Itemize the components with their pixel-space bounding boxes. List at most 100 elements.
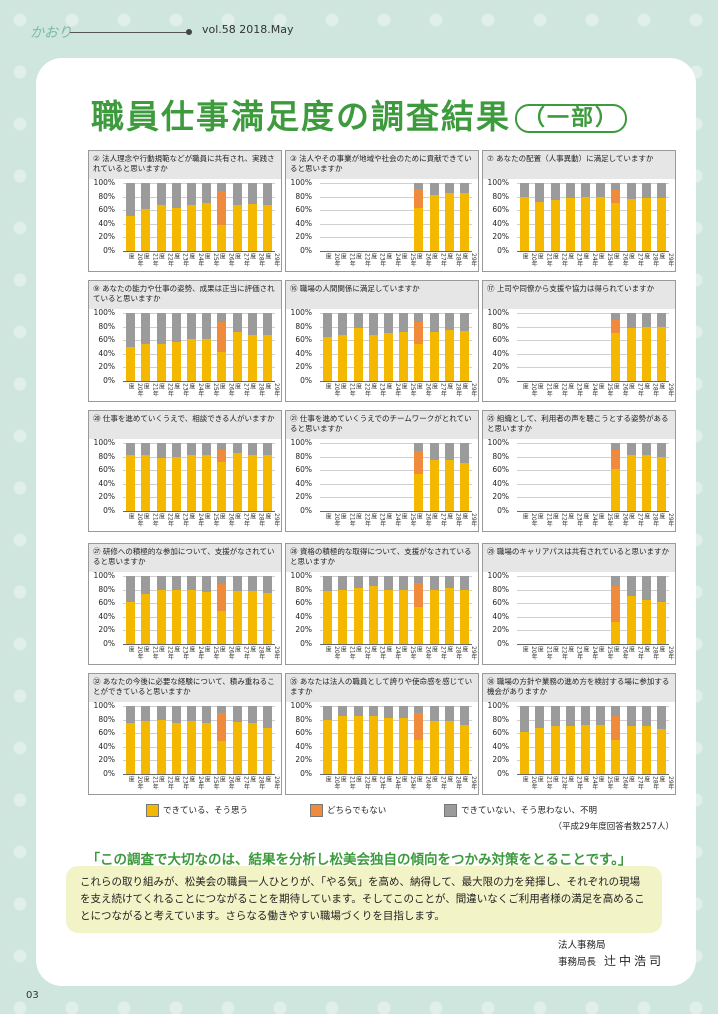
bar-segment-no [656,576,666,602]
bar-segment-no [262,576,272,593]
bar-segment-no [383,706,393,719]
gridline [123,313,275,314]
chart-title: ㉘ 資格の積極的な取得について、支援がなされていると思いますか [286,544,478,572]
bar-segment-yes [202,592,212,644]
y-tick-label: 20% [98,492,115,502]
bar-segment-yes [232,590,242,644]
bar-segment-yes [399,332,409,381]
x-tick-label: 28年度 [642,253,659,267]
gridline [123,196,275,198]
bar-segment-yes [383,589,393,644]
chart-8: ㉑ 仕事を進めていくうえでのチームワークがとれていると思いますか 100% 80% 6… [285,410,479,532]
y-tick-label: 80% [492,191,509,201]
x-tick-label: 29年度 [657,776,674,790]
y-tick-label: 20% [492,232,509,242]
bar-segment-yes [353,716,363,774]
x-tick-label: 21年度 [339,383,356,397]
x-tick-label: 27年度 [430,776,447,790]
bar-segment-no [126,576,136,602]
bar-segment-no [247,706,257,723]
x-tick-label: 23年度 [566,253,583,267]
x-tick-label: 23年度 [369,253,386,267]
x-tick-label: 23年度 [369,646,386,660]
x-tick-label: 20年度 [521,513,538,527]
bar-segment-no [429,443,439,460]
bar-segment-no [429,183,439,195]
bar-segment-no [429,313,439,333]
x-tick-label: 28年度 [248,253,265,267]
bar-segment-yes [626,198,636,251]
y-tick-label: 40% [492,611,509,621]
bar-segment-no [626,183,636,199]
bar-segment-neutral [414,321,424,344]
x-tick-label: 29年度 [460,646,477,660]
bar-segment-yes [414,740,424,774]
y-tick-label: 80% [98,191,115,201]
bar-segment-no [459,313,469,332]
bar-segment-no [171,313,181,343]
gridline [517,760,669,762]
x-tick-label: 26年度 [612,513,629,527]
x-tick-label: 29年度 [657,383,674,397]
gridline [123,443,275,444]
x-tick-label: 20年度 [521,383,538,397]
x-tick-label: 21年度 [536,513,553,527]
x-tick-label: 23年度 [369,513,386,527]
page-number: 03 [26,990,39,1001]
x-tick-label: 28年度 [642,383,659,397]
x-tick-label: 20年度 [521,646,538,660]
bar-segment-no [641,313,651,327]
x-tick-label: 24年度 [581,383,598,397]
x-tick-label: 28年度 [445,383,462,397]
gridline [320,746,472,748]
x-tick-label: 23年度 [566,513,583,527]
gridline [320,353,472,355]
x-tick-label: 27年度 [233,646,250,660]
bar-segment-no [596,183,606,197]
x-tick-label: 22年度 [354,253,371,267]
gridline [123,353,275,355]
y-tick-label: 60% [492,598,509,608]
bar-segment-yes [232,332,242,381]
x-tick-label: 27年度 [430,253,447,267]
bar-segment-yes [171,342,181,381]
bar-segment-no [262,443,272,456]
x-axis-line [123,381,275,382]
legend-label: できていない、そう思わない、不明 [461,806,598,816]
bar-segment-neutral [414,451,424,474]
gridline [517,456,669,458]
bar-segment-no [414,313,424,322]
bar-segment-yes [156,343,166,381]
bar-segment-no [459,183,469,194]
bar-segment-no [444,443,454,460]
y-tick-label: 100% [93,701,115,710]
bar-segment-no [156,313,166,344]
bar-segment-yes [232,453,242,511]
gridline [123,456,275,458]
bar-segment-no [186,706,196,721]
bar-segment-no [202,313,212,339]
chart-2: ③ 法人やその事業が地域や社会のために貢献できていると思いますか 100% 80% 6… [285,150,479,272]
bar-segment-yes [156,719,166,774]
bar-segment-yes [535,202,545,251]
bar-segment-no [232,576,242,591]
bar-segment-no [323,576,333,591]
gridline [320,313,472,314]
bar-segment-no [338,706,348,717]
x-tick-label: 27年度 [233,513,250,527]
chart-13: ㉜ あなたの今後に必要な経験について、積み重ねることができていると思いますか 10… [88,673,282,795]
chart-5: ⑯ 職場の人間関係に満足していますか 100% 80% 60% 40% 20% 0% 20年度… [285,280,479,402]
y-tick-label: 60% [492,335,509,345]
y-tick-label: 60% [295,598,312,608]
y-tick-label: 100% [487,178,509,187]
x-tick-label: 24年度 [581,253,598,267]
x-axis-line [320,511,472,512]
legend-label: できている、そう思う [163,806,249,816]
bar-segment-no [565,183,575,198]
x-tick-label: 27年度 [627,646,644,660]
x-tick-label: 24年度 [187,383,204,397]
bar-segment-neutral [611,319,621,334]
bar-segment-yes [368,334,378,381]
gridline [517,210,669,212]
chart-15: ㊱ 職場の方針や業務の進め方を検討する場に参加する機会がありますか 100% 80%… [482,673,676,795]
